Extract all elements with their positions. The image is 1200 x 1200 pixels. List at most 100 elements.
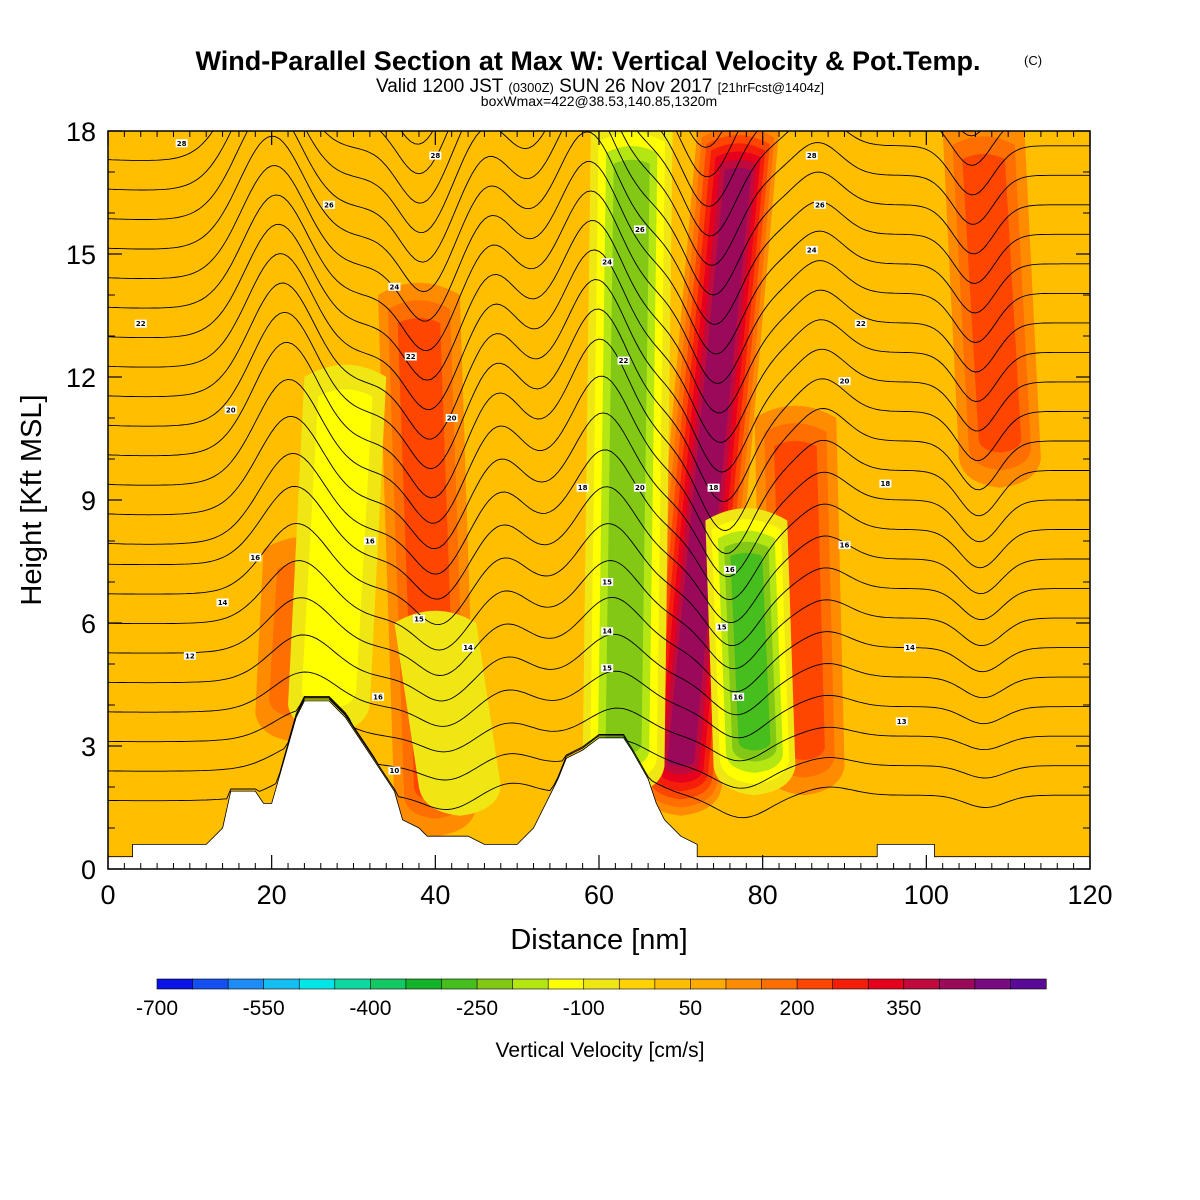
contour-label: 18 [879,479,892,488]
theta-contour-line [108,596,1090,693]
contour-label-text: 10 [390,767,400,775]
contour-label-text: 16 [725,566,735,574]
theta-contour-line [108,522,1090,647]
theta-contour-line [108,161,1090,355]
contour-label: 16 [838,541,851,550]
subtitle-valid: Valid 1200 JST [376,76,504,97]
colorbar-swatch [974,978,1012,990]
w-band [962,153,1022,453]
colorbar-swatch [618,978,656,990]
colorbar-label: -550 [243,997,285,1020]
contour-label: 24 [805,245,818,254]
contour-label-text: 18 [881,480,891,488]
chart-title: Wind-Parallel Section at Max W: Vertical… [196,46,981,76]
contour-label-text: 22 [136,320,146,328]
colorbar: -700 -550 -400 -250 -100 50 200 350 [136,978,1047,1020]
contour-label-text: 26 [815,201,825,209]
y-tick-label: 15 [66,240,96,270]
contour-label-text: 28 [807,152,817,160]
contour-label: 16 [363,537,376,546]
y-tick-label: 9 [81,486,96,516]
x-axis-label: Distance [nm] [510,924,687,956]
w-feature-updraft [639,131,780,816]
colorbar-swatch [654,978,692,990]
colorbar-swatch [547,978,585,990]
contour-label-text: 16 [733,693,743,701]
contour-label-text: 26 [324,201,334,209]
contour-label: 14 [903,643,916,652]
theta-contour-line [108,560,1090,670]
contour-label: 28 [429,151,442,160]
contour-label: 20 [633,483,646,492]
y-axis: 0 3 6 9 12 15 18 [66,117,1090,885]
chart-subtitle-box: boxWmax=422@38.53,140.85,1320m [481,93,717,109]
theta-contour-line [108,449,1090,601]
theta-contour-line [108,670,1090,739]
x-tick-label: 120 [1067,880,1112,910]
theta-contour-line [108,190,1090,385]
w-feature-downdraft [288,364,387,734]
contour-label: 26 [322,200,335,209]
subtitle-date: SUN 26 Nov 2017 [559,76,712,97]
copyright-mark: (C) [1024,53,1042,68]
contour-label: 16 [249,553,262,562]
contour-label-text: 14 [218,599,228,607]
theta-contour-line [108,412,1090,577]
contour-label-text: 24 [602,259,612,267]
contour-label-text: 22 [406,353,416,361]
contour-label-text: 15 [602,665,612,673]
contour-label: 24 [601,258,614,267]
contour-label: 15 [412,614,425,623]
y-axis-label: Height [Kft MSL] [16,394,48,605]
contour-label-text: 20 [635,484,645,492]
contour-label-text: 12 [185,652,195,660]
contour-label: 24 [388,282,401,291]
subtitle-utc: (0300Z) [508,80,554,95]
contour-label: 14 [462,643,475,652]
colorbar-swatch [761,978,798,990]
theta-contour-line [108,131,1090,237]
contour-label: 22 [134,319,147,328]
x-tick-label: 40 [420,880,450,910]
contour-label: 10 [388,766,401,775]
contour-label-text: 28 [177,140,187,148]
colorbar-swatch [263,978,300,990]
contour-label-text: 20 [840,378,850,386]
contour-label-text: 24 [807,246,817,254]
contour-label: 20 [838,377,851,386]
colorbar-swatch [298,978,336,990]
subtitle-forecast: [21hrFcst@1404z] [718,80,824,95]
colorbar-swatch [512,978,549,990]
contour-label-text: 20 [447,415,457,423]
theta-contour-line [108,131,1090,266]
theta-contour-line [108,485,1090,624]
colorbar-label: -700 [136,997,178,1020]
w-feature-downdraft [705,508,796,796]
contour-label: 15 [715,623,728,632]
theta-contour-line [108,633,1090,716]
contour-label-text: 22 [856,320,866,328]
w-band [301,389,373,710]
contour-label-text: 18 [709,484,719,492]
theta-contour-line [108,338,1090,532]
x-tick-label: 0 [100,880,115,910]
contour-label: 20 [445,414,458,423]
contour-label: 26 [633,225,646,234]
contour-label-text: 16 [365,538,375,546]
contour-label-text: 16 [373,693,383,701]
colorbar-swatch [334,978,371,990]
contour-label: 15 [601,664,614,673]
y-tick-label: 18 [66,117,96,147]
w-feature-downdraft [582,131,673,796]
colorbar-swatch [583,978,620,990]
terrain-profile [108,700,1090,869]
w-feature-updraft [942,131,1041,488]
colorbar-swatch [192,978,229,990]
colorbar-label: 50 [679,997,702,1020]
contour-label: 14 [601,627,614,636]
theta-contour-line [108,375,1090,555]
terrain-mask [108,700,1090,869]
colorbar-title: Vertical Velocity [cm/s] [496,1039,705,1062]
y-tick-label: 6 [81,609,96,639]
colorbar-swatch [441,978,478,990]
